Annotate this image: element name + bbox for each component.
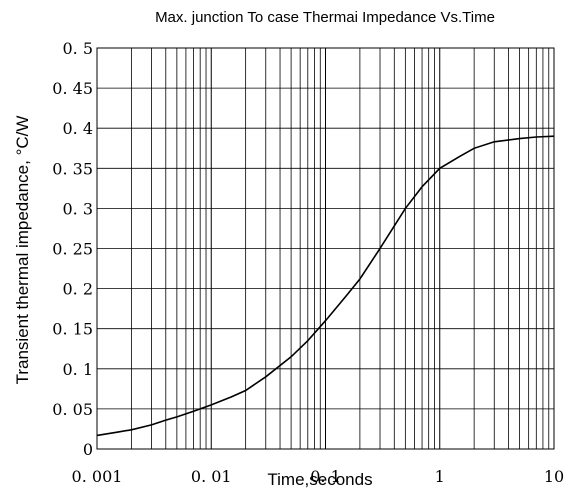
x-tick-label: 0. 01 — [191, 467, 232, 486]
y-tick-label: 0. 25 — [52, 240, 93, 259]
grid — [97, 48, 554, 449]
x-axis-label: Time,seconds — [267, 470, 372, 489]
y-tick-label: 0. 45 — [52, 79, 93, 98]
y-tick-label: 0. 5 — [62, 39, 93, 58]
y-tick-labels: 0 0. 05 0. 1 0. 15 0. 2 0. 25 0. 3 0. 35 0. 4 0. … — [52, 39, 93, 459]
y-axis-label: Transient thermal impedance, °C/W — [13, 116, 32, 385]
y-tick-label: 0. 1 — [62, 360, 93, 379]
x-tick-label: 0. 001 — [72, 467, 123, 486]
y-tick-label: 0. 05 — [52, 400, 93, 419]
y-tick-label: 0. 35 — [52, 159, 93, 178]
y-tick-label: 0. 15 — [52, 320, 93, 339]
x-tick-label: 1 — [435, 467, 445, 486]
plot-frame — [96, 47, 555, 450]
series-line — [96, 135, 555, 437]
y-tick-label: 0. 3 — [62, 199, 93, 218]
x-tick-labels: 0. 001 0. 01 0. 1 1 10 — [72, 467, 565, 486]
y-tick-label: 0 — [83, 440, 93, 459]
y-tick-label: 0. 2 — [62, 280, 93, 299]
x-tick-label: 10 — [544, 467, 564, 486]
y-tick-label: 0. 4 — [62, 119, 93, 138]
x-tick-label: 0. 1 — [310, 467, 341, 486]
chart-title: Max. junction To case Thermai Impedance … — [155, 9, 495, 26]
